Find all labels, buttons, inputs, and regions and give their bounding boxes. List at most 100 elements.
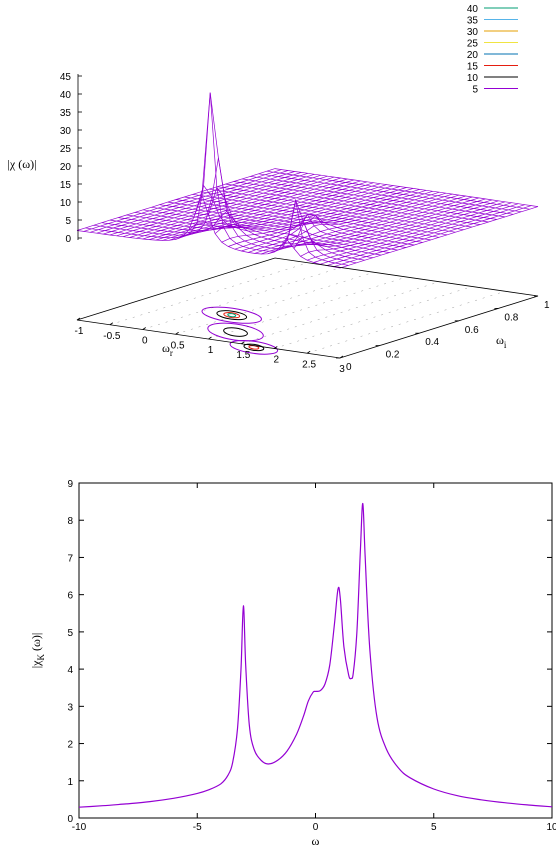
legend-label: 5 — [472, 85, 478, 96]
mesh-line-omega-i — [274, 196, 473, 253]
z-tick-label: 30 — [60, 126, 72, 137]
mesh-line-omega-i — [306, 201, 506, 261]
mesh-line-omega-i — [109, 172, 309, 236]
x-tick-label: 2.5 — [302, 359, 316, 370]
mesh-line-omega-i — [195, 184, 394, 228]
mesh-line-omega-i — [300, 200, 499, 257]
mesh-line-omega-i — [247, 192, 447, 253]
mesh-line-omega-i — [333, 205, 532, 268]
axis-ticks: -10 -5 0 5 10 0 1 2 3 4 5 6 7 8 9 — [67, 479, 556, 833]
x-axis-label: ω — [312, 834, 320, 848]
base-guide — [142, 267, 341, 330]
mesh-line-omega-i — [136, 176, 335, 239]
mesh-line-omega-i — [96, 171, 295, 234]
y-tick-label: 5 — [67, 628, 73, 639]
base-guide — [109, 262, 308, 325]
z-tick-label: 25 — [60, 144, 72, 155]
legend-label: 35 — [467, 16, 479, 27]
base-guide — [307, 291, 506, 354]
surface-mesh — [76, 92, 539, 269]
y-axis-label-sub: i — [504, 340, 507, 350]
y-axis-label: |χK (ω)| — [29, 633, 46, 669]
y-tick-label: 6 — [67, 591, 73, 602]
legend-label: 10 — [467, 73, 479, 84]
mesh-line-omega-i — [208, 186, 407, 230]
z-tick-label: 35 — [60, 108, 72, 119]
mesh-line-omega-i — [76, 168, 276, 231]
z-tick-label: 0 — [65, 234, 71, 245]
y-tick-label: 0 — [67, 814, 73, 825]
x-tick-label: -0.5 — [103, 331, 121, 342]
z-tick-label: 40 — [60, 90, 72, 101]
base-guide — [274, 286, 473, 349]
x-tick-label: -10 — [72, 822, 87, 833]
mesh-line-omega-i — [280, 197, 479, 247]
legend-label: 30 — [467, 27, 479, 38]
mesh-line-omega-i — [201, 92, 401, 229]
mesh-line-omega-i — [162, 180, 361, 241]
z-tick-label: 45 — [60, 72, 72, 83]
mesh-line-omega-i — [221, 189, 420, 243]
contour-line — [223, 327, 248, 337]
mesh-line-omega-i — [228, 189, 427, 247]
y-tick-label: 0.6 — [465, 325, 479, 336]
contour-line — [227, 313, 237, 318]
x-tick-label: 2 — [273, 355, 279, 366]
z-tick-label: 20 — [60, 162, 72, 173]
base-guide — [175, 272, 374, 335]
mesh-line-omega-i — [182, 183, 381, 238]
plot-border — [78, 482, 553, 819]
z-tick-label: 10 — [60, 198, 72, 209]
mesh-line-omega-i — [339, 206, 539, 269]
x-tick-mark — [339, 355, 344, 359]
x-tick-mark — [76, 317, 81, 321]
x-tick-label: -5 — [193, 822, 202, 833]
y-tick-label: 0.4 — [425, 337, 439, 348]
x-tick-label: 3 — [339, 364, 345, 375]
mesh-line-omega-i — [142, 177, 341, 240]
plot-frame — [78, 482, 553, 819]
mesh-line-omega-i — [234, 190, 433, 250]
contour-line — [223, 312, 241, 319]
y-tick-label: 2 — [67, 740, 73, 751]
z-tick-label: 15 — [60, 180, 72, 191]
y-axis-label-sub: K — [36, 654, 46, 661]
y-tick-label: 0.2 — [386, 350, 400, 361]
y-axis-label: ωi — [496, 333, 507, 350]
base-guide — [208, 276, 407, 340]
mesh-line-omega-i — [287, 198, 486, 246]
contour-line — [243, 343, 265, 352]
mesh-line-omega-i — [313, 202, 512, 263]
mesh-line-omega-i — [320, 203, 519, 265]
x-axis-label: ωr — [162, 341, 173, 358]
series-line — [78, 502, 553, 808]
x-tick-label: 5 — [431, 822, 437, 833]
mesh-line-omega-i — [89, 170, 289, 233]
y-tick-label: 7 — [67, 553, 73, 564]
y-tick-label: 0 — [346, 362, 352, 373]
x-tick-label: 0 — [313, 822, 319, 833]
y-tick-label: 1 — [544, 300, 550, 311]
mesh-line-omega-i — [241, 191, 440, 252]
surface-axes: -1 -0.5 0 0.5 1 1.5 2 2.5 3 00.20.40.60.810510152… — [7, 72, 550, 375]
mesh-line-omega-i — [260, 194, 460, 255]
y-tick-label: 3 — [67, 702, 73, 713]
x-axis-label-sub: r — [170, 348, 173, 358]
y-tick-label: 8 — [67, 516, 73, 527]
line-plot: -10 -5 0 5 10 0 1 2 3 4 5 6 7 8 9 ω |χK (ω)| — [29, 479, 556, 848]
legend-label: 20 — [467, 50, 479, 61]
x-tick-label: 1 — [208, 345, 214, 356]
mesh-line-omega-i — [83, 169, 282, 232]
legend-label: 25 — [467, 39, 479, 50]
contour-line — [216, 310, 248, 321]
base-guide — [241, 281, 440, 344]
mesh-line-omega-i — [293, 199, 493, 249]
x-tick-label: 0 — [142, 336, 148, 347]
mesh-line-omega-i — [122, 174, 322, 238]
z-axis-label: |χ (ω)| — [7, 157, 36, 171]
contour-line — [229, 340, 279, 355]
mesh-line-omega-i — [267, 195, 466, 255]
z-tick-label: 5 — [65, 216, 71, 227]
